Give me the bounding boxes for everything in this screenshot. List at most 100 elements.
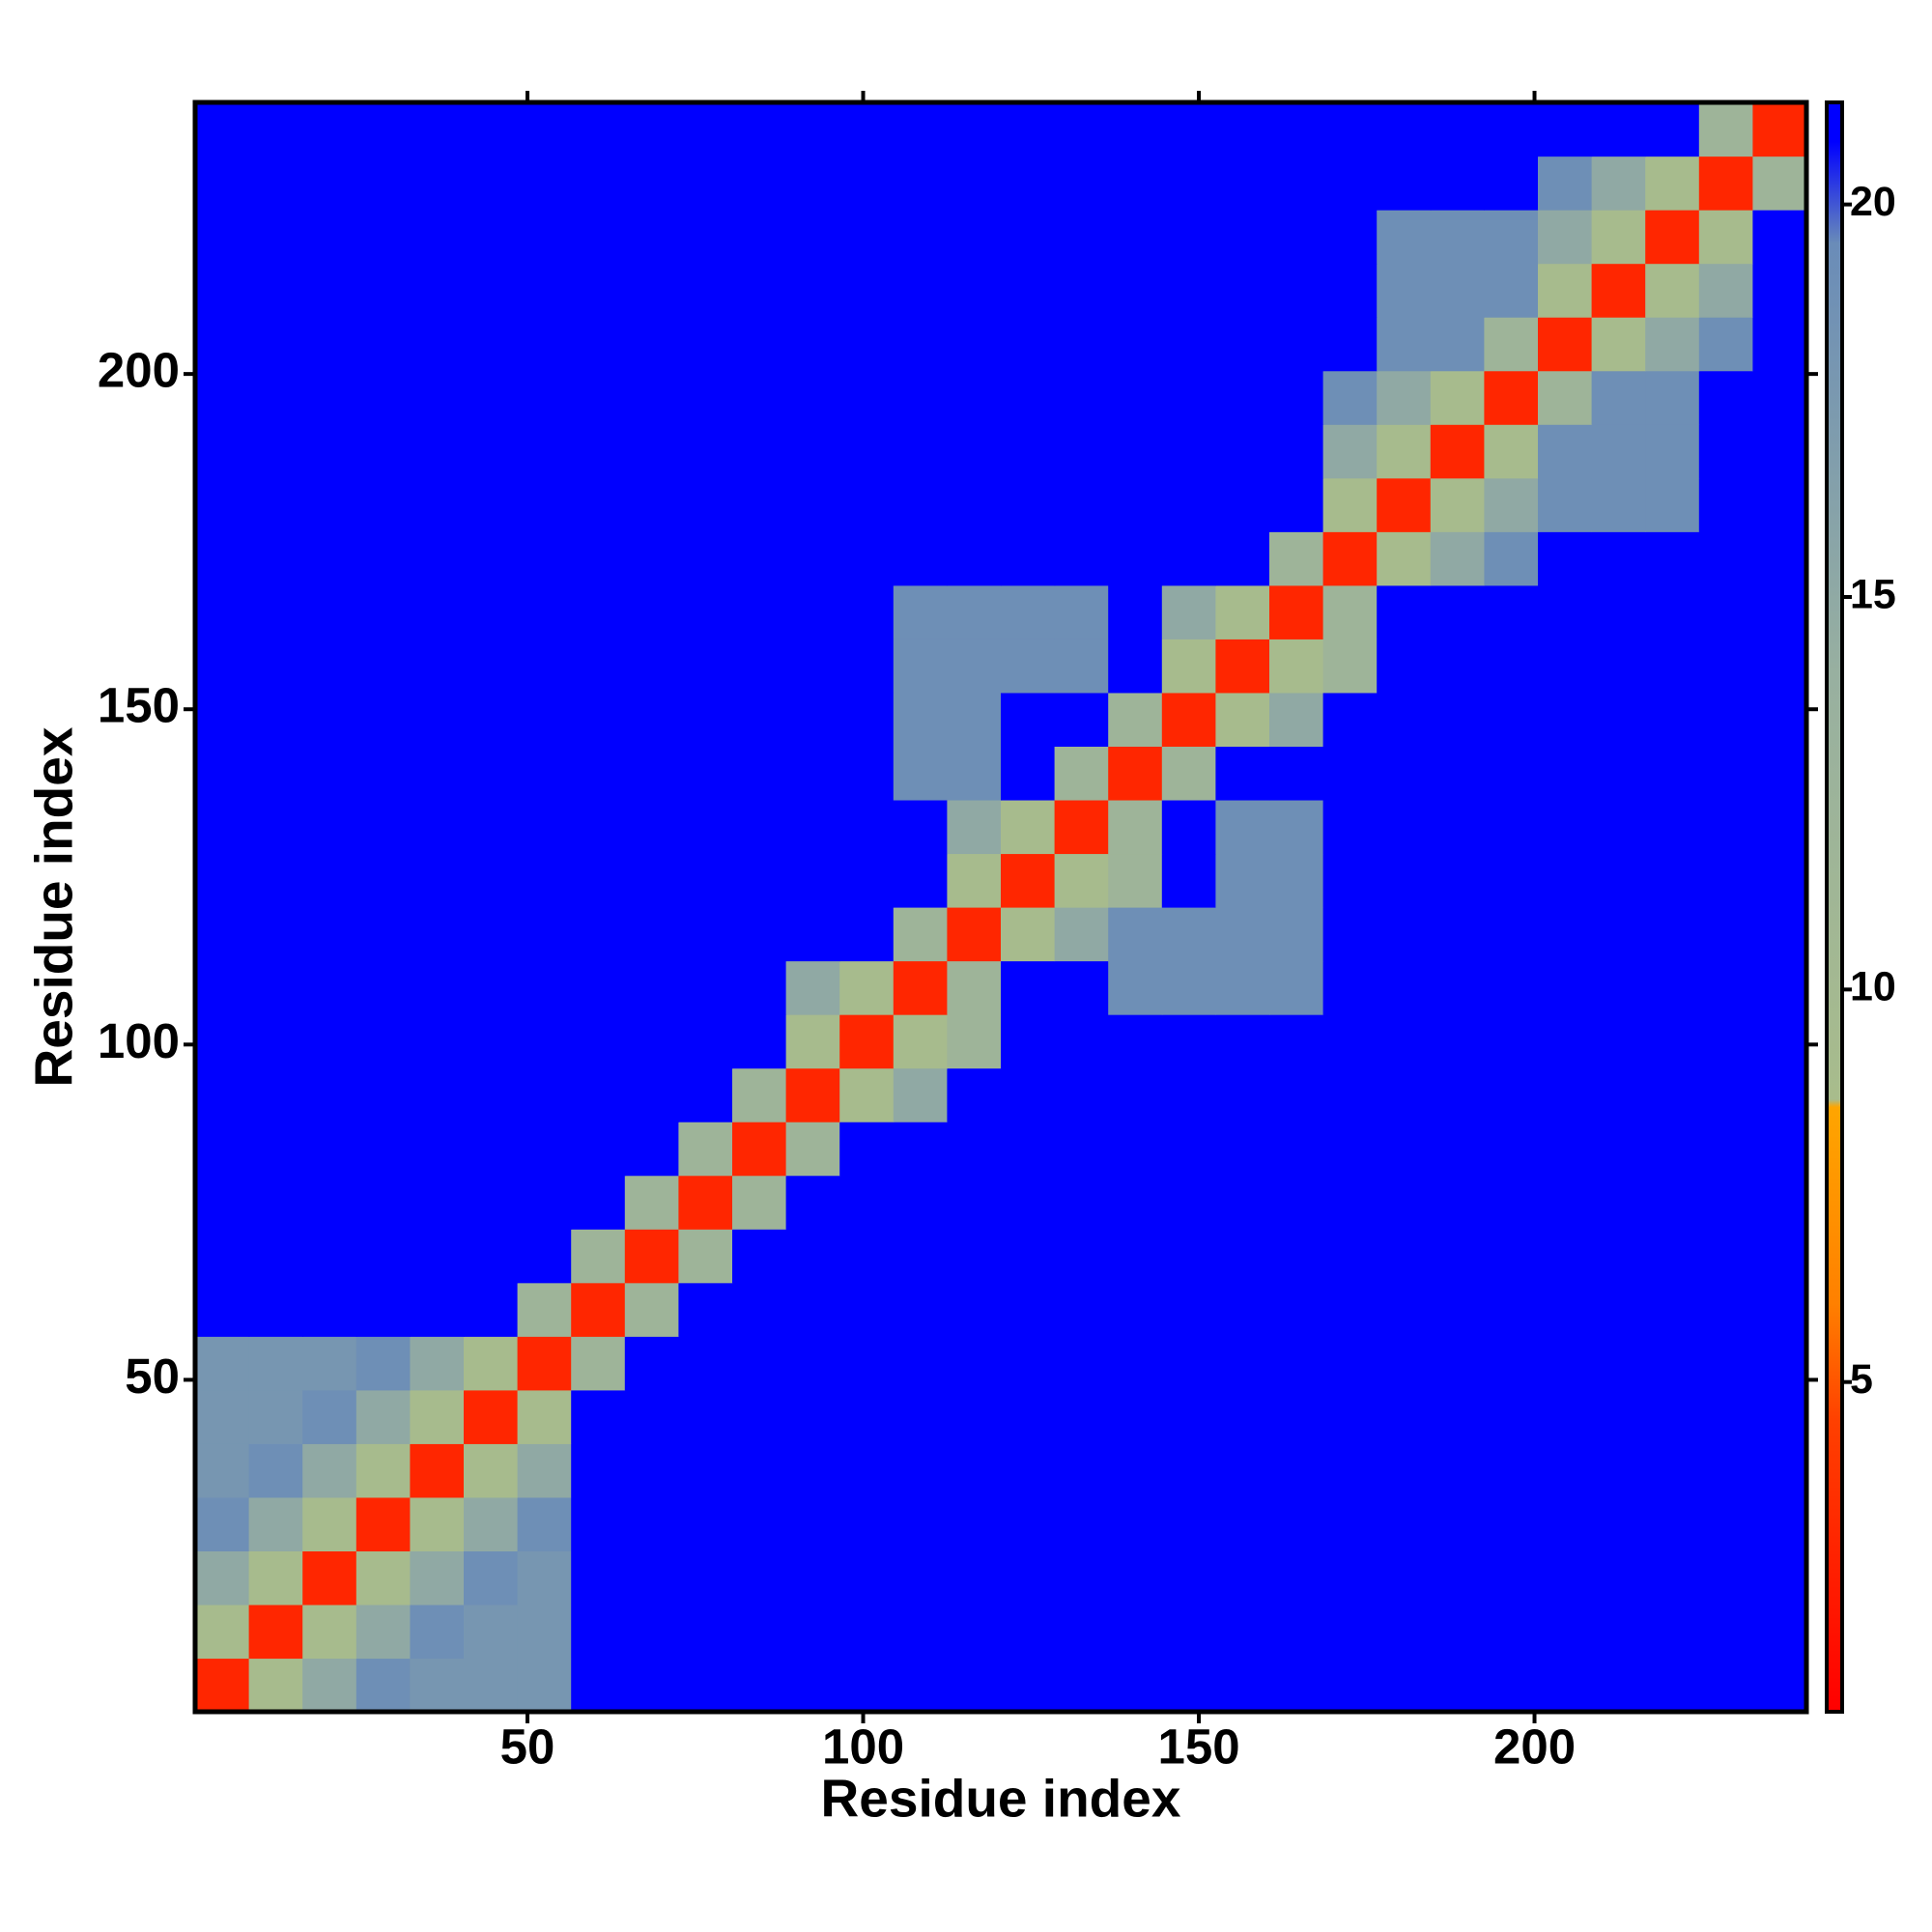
heatmap-cell <box>624 370 679 425</box>
heatmap-cell <box>1430 210 1485 265</box>
heatmap-cell <box>1430 960 1485 1015</box>
heatmap-cell <box>1322 1067 1378 1122</box>
heatmap-cell <box>893 370 948 425</box>
heatmap-cell <box>410 102 465 157</box>
heatmap-cell <box>947 1658 1002 1712</box>
heatmap-cell <box>732 1282 787 1337</box>
heatmap-cell <box>839 424 895 479</box>
heatmap-cell <box>248 263 303 318</box>
heatmap-cell <box>839 1496 895 1551</box>
heatmap-cell <box>1001 1550 1056 1605</box>
heatmap-cell <box>1645 1658 1700 1712</box>
heatmap-cell <box>1001 102 1056 157</box>
heatmap-cell <box>195 1175 250 1230</box>
heatmap-cell <box>1054 1604 1109 1660</box>
heatmap-cell <box>1377 370 1432 425</box>
heatmap-cell <box>410 370 465 425</box>
heatmap-cell <box>302 317 357 372</box>
heatmap-cell <box>571 1282 626 1337</box>
heatmap-cell <box>839 799 895 855</box>
heatmap-cell <box>947 1443 1002 1498</box>
heatmap-cell <box>893 692 948 747</box>
heatmap-cell <box>624 263 679 318</box>
heatmap-cell <box>1001 1014 1056 1069</box>
heatmap-cell <box>248 746 303 801</box>
heatmap-cell <box>893 907 948 962</box>
heatmap-cell <box>1215 156 1270 211</box>
heatmap-cell <box>1698 853 1753 908</box>
heatmap-cell <box>893 156 948 211</box>
heatmap-cell <box>1377 853 1432 908</box>
heatmap-cell <box>732 1443 787 1498</box>
heatmap-cell <box>893 477 948 532</box>
heatmap-cell <box>355 1389 411 1444</box>
heatmap-cell <box>1269 263 1324 318</box>
heatmap-cell <box>1430 853 1485 908</box>
heatmap-cell <box>1484 370 1539 425</box>
heatmap-cell <box>1108 317 1163 372</box>
heatmap-cell <box>624 1229 679 1284</box>
heatmap-cell <box>355 1336 411 1391</box>
heatmap-cell <box>1377 531 1432 586</box>
heatmap-cell <box>1108 1604 1163 1660</box>
heatmap-cell <box>517 692 572 747</box>
x-tick-label: 150 <box>1157 1719 1239 1774</box>
heatmap-cell <box>893 531 948 586</box>
heatmap-cell <box>1108 1496 1163 1551</box>
heatmap-cell <box>1752 1014 1806 1069</box>
heatmap-cell <box>1322 1496 1378 1551</box>
heatmap-cell <box>893 1282 948 1337</box>
heatmap-cell <box>1054 1229 1109 1284</box>
heatmap-cell <box>1322 1604 1378 1660</box>
heatmap-cell <box>1001 156 1056 211</box>
heatmap-cell <box>1108 1550 1163 1605</box>
heatmap-cell <box>1698 1014 1753 1069</box>
heatmap-cell <box>571 1122 626 1177</box>
heatmap-cell <box>947 692 1002 747</box>
heatmap-cell <box>248 960 303 1015</box>
heatmap-cell <box>248 584 303 639</box>
heatmap-cell <box>1698 424 1753 479</box>
heatmap-cell <box>1215 1604 1270 1660</box>
heatmap-cell <box>1698 1496 1753 1551</box>
heatmap-cell <box>678 1658 733 1712</box>
heatmap-cell <box>1538 1229 1593 1284</box>
heatmap-cell <box>1215 531 1270 586</box>
heatmap-cell <box>302 1658 357 1712</box>
heatmap-cell <box>517 477 572 532</box>
heatmap-cell <box>1430 263 1485 318</box>
heatmap-cell <box>1698 370 1753 425</box>
heatmap-cell <box>410 210 465 265</box>
heatmap-cell <box>355 907 411 962</box>
heatmap-cell <box>678 1443 733 1498</box>
heatmap-cell <box>1591 370 1646 425</box>
y-tick-label: 150 <box>98 678 180 733</box>
heatmap-cell <box>678 1122 733 1177</box>
heatmap-cell <box>1322 317 1378 372</box>
heatmap-cell <box>947 317 1002 372</box>
heatmap-cell <box>517 1496 572 1551</box>
heatmap-cell <box>1108 584 1163 639</box>
heatmap-cell <box>571 853 626 908</box>
heatmap-cell <box>1430 370 1485 425</box>
heatmap-cell <box>678 853 733 908</box>
heatmap-cell <box>678 1389 733 1444</box>
heatmap-cell <box>1001 1336 1056 1391</box>
heatmap-cell <box>1215 1014 1270 1069</box>
heatmap-cell <box>1108 1122 1163 1177</box>
heatmap-cell <box>410 853 465 908</box>
heatmap-cell <box>678 1282 733 1337</box>
heatmap-cell <box>1215 639 1270 694</box>
heatmap-cell <box>1161 317 1216 372</box>
heatmap-cell <box>1430 1122 1485 1177</box>
heatmap-cell <box>1161 639 1216 694</box>
heatmap-cell <box>1322 156 1378 211</box>
heatmap-cell <box>947 1496 1002 1551</box>
heatmap-cell <box>1001 317 1056 372</box>
heatmap-cell <box>1215 370 1270 425</box>
heatmap-cell <box>355 853 411 908</box>
heatmap-cell <box>839 317 895 372</box>
heatmap-cell <box>464 210 519 265</box>
heatmap-cell <box>1377 424 1432 479</box>
heatmap-cell <box>839 1175 895 1230</box>
